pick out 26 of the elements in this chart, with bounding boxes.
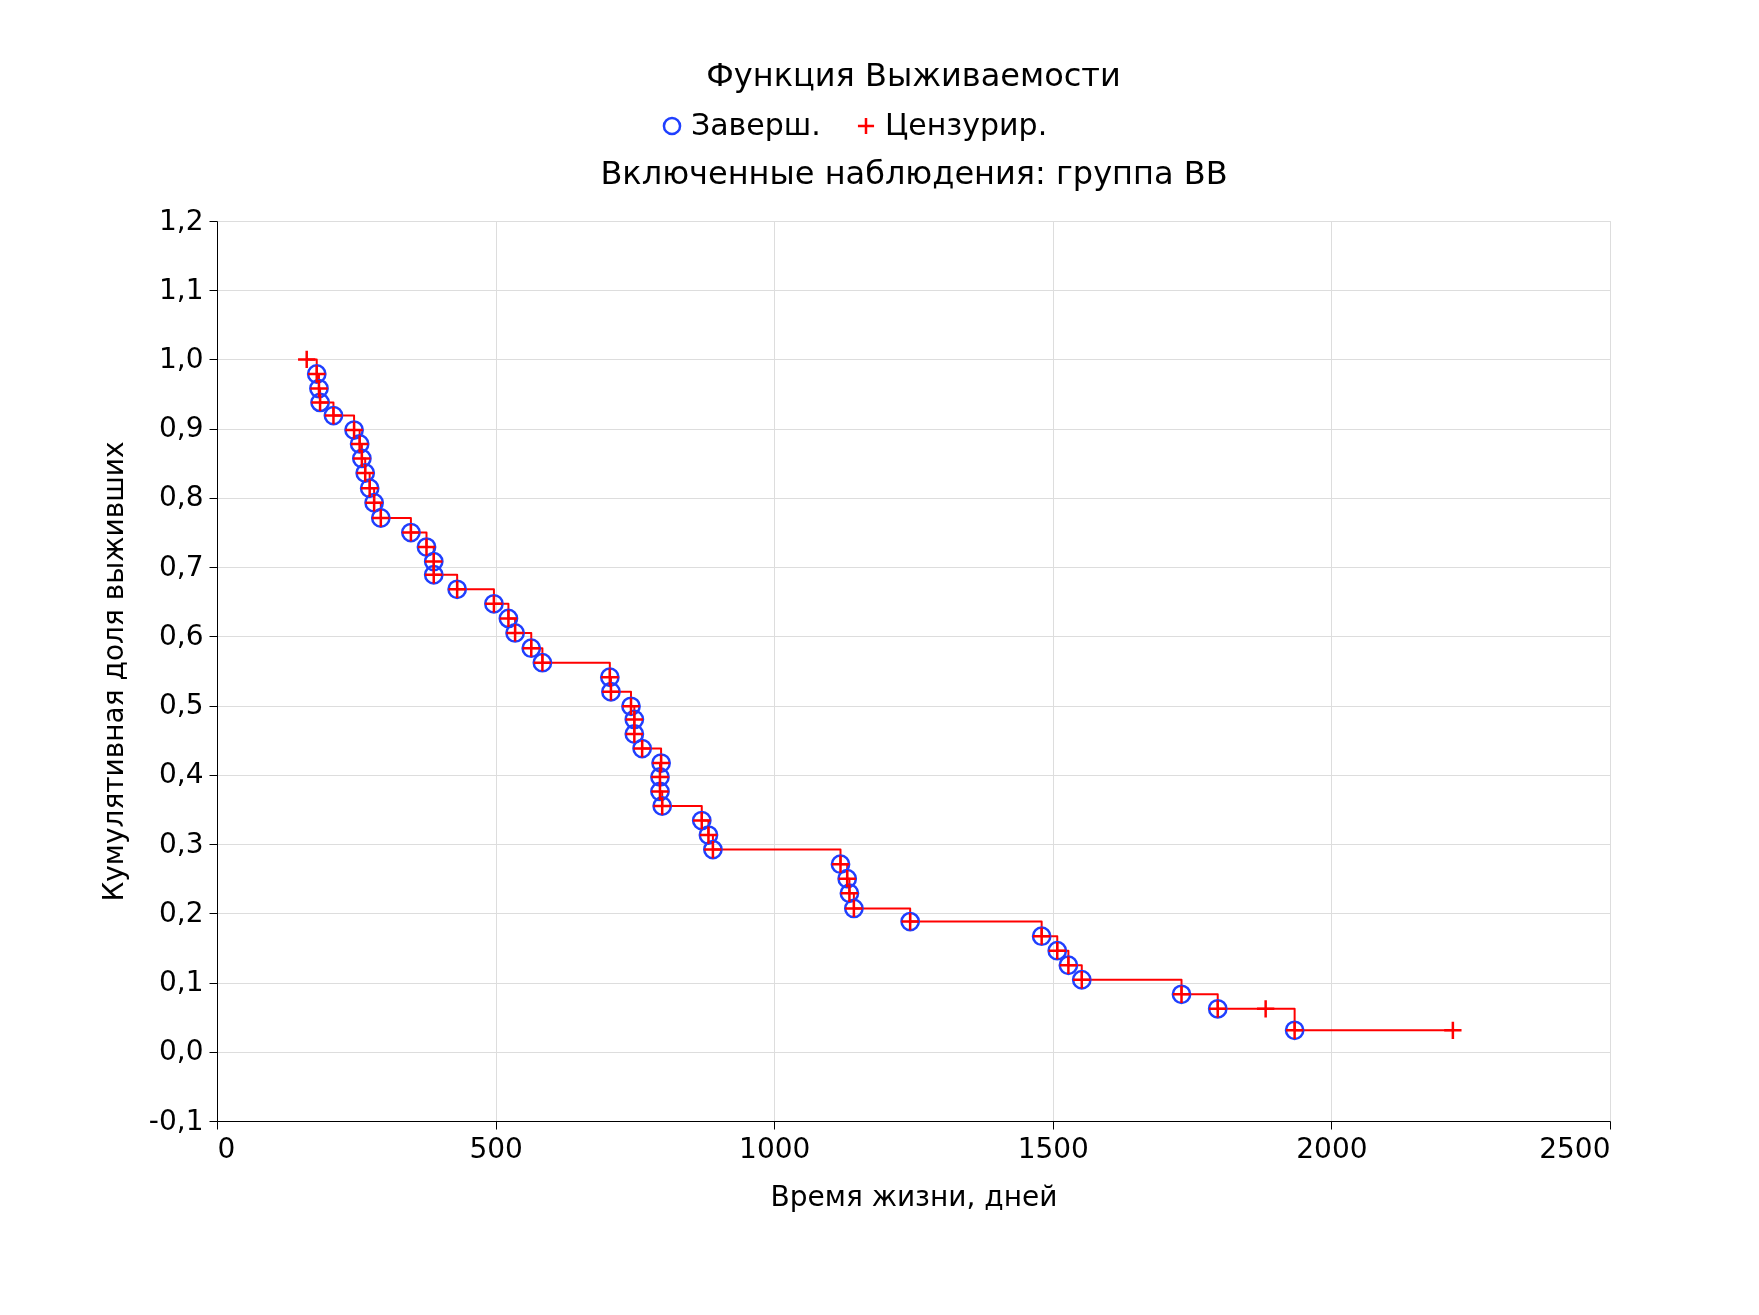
y-tick-label: 0,9	[158, 411, 204, 445]
x-tick-label: 1500	[1017, 1131, 1089, 1165]
y-tick-label: 1,2	[158, 203, 204, 237]
y-tick-label: 0,1	[158, 965, 204, 999]
y-tick-label: 0,7	[158, 549, 204, 583]
y-tick-label: 0,3	[158, 826, 204, 860]
y-tick-label: -0,1	[148, 1103, 204, 1137]
y-tick-label: 0,2	[158, 895, 204, 929]
legend-label: Цензурир.	[885, 107, 1048, 142]
y-tick-label: 1,1	[158, 272, 204, 306]
y-tick-label: 1,0	[158, 341, 204, 375]
chart-subtitle: Включенные наблюдения: группа ВВ	[600, 154, 1228, 192]
y-tick-label: 0,5	[158, 688, 204, 722]
x-tick-label: 0	[217, 1131, 236, 1165]
y-tick-label: 0,0	[158, 1034, 204, 1068]
x-tick-label: 2500	[1539, 1131, 1611, 1165]
x-axis-title: Время жизни, дней	[770, 1179, 1058, 1213]
y-tick-label: 0,6	[158, 618, 204, 652]
x-tick-label: 500	[469, 1131, 523, 1165]
x-tick-label: 1000	[739, 1131, 811, 1165]
y-tick-label: 0,4	[158, 757, 204, 791]
legend-label: Заверш.	[691, 107, 821, 142]
chart-title: Функция Выживаемости	[706, 56, 1121, 94]
x-tick-label: 2000	[1296, 1131, 1368, 1165]
y-axis-title: Кумулятивная доля выживших	[96, 441, 130, 902]
y-tick-label: 0,8	[158, 480, 204, 514]
